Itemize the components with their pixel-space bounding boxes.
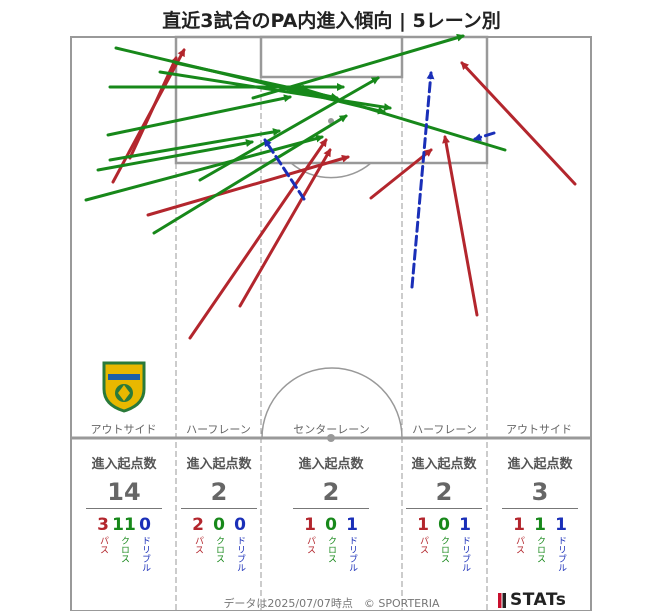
lane-label-right-outside: アウトサイド — [506, 423, 572, 436]
dribble-arrow-1 — [263, 138, 306, 201]
center-spot — [327, 434, 335, 442]
dribble-label: ドリブル — [556, 536, 566, 572]
cross-arrow-11 — [295, 84, 507, 152]
stats-logo: STATs — [498, 590, 566, 610]
pass-count: 1 — [417, 515, 429, 535]
lane-label-left-halfspace: ハーフレーン — [186, 423, 251, 436]
pass-count: 1 — [304, 515, 316, 535]
dribble-count: 0 — [139, 515, 151, 535]
start-count-heading: 進入起点数 — [507, 457, 573, 472]
cross-count: 0 — [325, 515, 337, 535]
cross-arrow-9 — [198, 76, 380, 182]
footer-credit: データは2025/07/07時点 © SPORTERIA — [223, 597, 440, 610]
pass-arrow-8 — [146, 154, 350, 217]
start-count-total: 2 — [293, 478, 369, 509]
center-circle — [261, 367, 403, 439]
start-count-total: 14 — [86, 478, 162, 509]
dribble-label: ドリブル — [460, 536, 470, 572]
dribble-label: ドリブル — [235, 536, 245, 572]
lane-label-right-halfspace: ハーフレーン — [412, 423, 477, 436]
lane-panel-left-outside: 進入起点数 14 3 パス 11 クロス 0 ドリブル — [86, 442, 162, 572]
dribble-label: ドリブル — [140, 536, 150, 572]
cross-label: クロス — [535, 536, 545, 563]
pass-count: 2 — [192, 515, 204, 535]
chart-title: 直近3試合のPA内進入傾向 | 5レーン別 — [162, 10, 501, 32]
pass-arrow-7 — [460, 61, 577, 186]
start-count-heading: 進入起点数 — [411, 457, 477, 472]
pass-arrow-6 — [442, 135, 479, 317]
cross-label: クロス — [326, 536, 336, 563]
pass-arrow-4 — [238, 148, 332, 308]
start-count-total: 3 — [502, 478, 578, 509]
lane-panel-right-halfspace: 進入起点数 2 1 パス 0 クロス 1 ドリブル — [406, 442, 482, 572]
cross-label: クロス — [439, 536, 449, 563]
cross-label: クロス — [119, 536, 129, 563]
cross-label: クロス — [214, 536, 224, 563]
pass-arrow-5 — [369, 148, 433, 200]
start-count-heading: 進入起点数 — [186, 457, 252, 472]
cross-count: 11 — [112, 515, 136, 535]
cross-count: 0 — [438, 515, 450, 535]
cross-arrow-5 — [108, 128, 281, 162]
pass-arrow-3 — [188, 138, 328, 340]
cross-arrow-7 — [152, 114, 348, 235]
pass-label: パス — [305, 536, 315, 554]
lane-panel-center: 進入起点数 2 1 パス 0 クロス 1 ドリブル — [293, 442, 369, 572]
entry-arrows — [84, 33, 577, 340]
lane-panel-right-outside: 進入起点数 3 1 パス 1 クロス 1 ドリブル — [502, 442, 578, 572]
pass-count: 3 — [97, 515, 109, 535]
dribble-count: 1 — [346, 515, 358, 535]
pass-label: パス — [98, 536, 108, 554]
cross-arrow-10 — [251, 33, 465, 100]
stats-logo-text: STATs — [510, 590, 567, 610]
penalty-arc — [290, 162, 372, 179]
lane-panel-left-halfspace: 進入起点数 2 2 パス 0 クロス 0 ドリブル — [181, 442, 257, 572]
lane-label-center: センターレーン — [293, 423, 370, 436]
pass-label: パス — [193, 536, 203, 554]
cross-arrow-6 — [84, 134, 324, 202]
cross-count: 1 — [534, 515, 546, 535]
cross-count: 0 — [213, 515, 225, 535]
dribble-count: 0 — [234, 515, 246, 535]
stats-logo-icon — [498, 592, 506, 608]
start-count-heading: 進入起点数 — [91, 457, 157, 472]
cross-arrow-12 — [96, 139, 254, 172]
cross-arrow-4 — [106, 94, 292, 137]
pass-label: パス — [514, 536, 524, 554]
dribble-count: 1 — [555, 515, 567, 535]
pass-count: 1 — [513, 515, 525, 535]
start-count-total: 2 — [181, 478, 257, 509]
goal-area — [259, 35, 404, 79]
dribble-count: 1 — [459, 515, 471, 535]
dribble-label: ドリブル — [347, 536, 357, 572]
dribble-arrow-2 — [410, 71, 435, 289]
lane-label-left-outside: アウトサイド — [90, 423, 157, 436]
pass-label: パス — [418, 536, 428, 554]
dribble-arrow-3 — [473, 131, 496, 142]
start-count-total: 2 — [406, 478, 482, 509]
team-emblem-icon — [102, 361, 146, 413]
start-count-heading: 進入起点数 — [298, 457, 364, 472]
